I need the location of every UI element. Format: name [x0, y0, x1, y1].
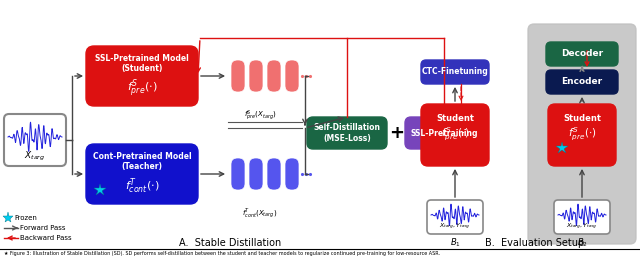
- FancyBboxPatch shape: [307, 117, 387, 149]
- Text: Decoder: Decoder: [561, 49, 603, 59]
- FancyBboxPatch shape: [427, 200, 483, 234]
- FancyBboxPatch shape: [249, 60, 263, 92]
- FancyBboxPatch shape: [546, 42, 618, 66]
- Text: (MSE-Loss): (MSE-Loss): [323, 133, 371, 143]
- FancyBboxPatch shape: [4, 114, 66, 166]
- FancyBboxPatch shape: [86, 46, 198, 106]
- FancyBboxPatch shape: [249, 158, 263, 190]
- Text: $X_{targ}$: $X_{targ}$: [24, 150, 45, 163]
- FancyBboxPatch shape: [267, 158, 281, 190]
- FancyBboxPatch shape: [267, 60, 281, 92]
- Text: $f^T_{cont}(X_{targ})$: $f^T_{cont}(X_{targ})$: [243, 206, 278, 220]
- Text: $X_{targ}, Y_{targ}$: $X_{targ}, Y_{targ}$: [566, 222, 598, 232]
- Text: $B_2$: $B_2$: [577, 237, 588, 249]
- FancyBboxPatch shape: [405, 117, 483, 149]
- FancyBboxPatch shape: [554, 200, 610, 234]
- FancyBboxPatch shape: [528, 24, 636, 244]
- FancyBboxPatch shape: [285, 158, 299, 190]
- Text: Frozen: Frozen: [14, 215, 37, 221]
- FancyBboxPatch shape: [86, 144, 198, 204]
- Text: (Teacher): (Teacher): [122, 162, 163, 171]
- Text: Student: Student: [563, 114, 601, 123]
- Text: Forward Pass: Forward Pass: [20, 225, 65, 231]
- Text: $f^T_{cont}(\cdot)$: $f^T_{cont}(\cdot)$: [125, 176, 159, 196]
- Text: Self-Distillation: Self-Distillation: [314, 123, 381, 132]
- FancyBboxPatch shape: [421, 104, 489, 166]
- FancyBboxPatch shape: [548, 104, 616, 166]
- Text: (Student): (Student): [122, 64, 163, 73]
- FancyBboxPatch shape: [285, 60, 299, 92]
- Text: Encoder: Encoder: [561, 78, 603, 87]
- Text: Cont-Pretrained Model: Cont-Pretrained Model: [93, 152, 191, 161]
- Text: SSL-Pretraining: SSL-Pretraining: [410, 129, 477, 137]
- Text: Student: Student: [436, 114, 474, 123]
- Text: Backward Pass: Backward Pass: [20, 235, 72, 241]
- FancyBboxPatch shape: [231, 158, 245, 190]
- Text: $f^S_{pre}(X_{targ})$: $f^S_{pre}(X_{targ})$: [244, 108, 276, 123]
- FancyBboxPatch shape: [421, 60, 489, 84]
- Text: $B_1$: $B_1$: [449, 237, 460, 249]
- Text: CTC-Finetuning: CTC-Finetuning: [422, 68, 488, 77]
- Text: +: +: [390, 124, 404, 142]
- Text: ★ Figure 3: Illustration of Stable Distillation (SD). SD performs self-distillat: ★ Figure 3: Illustration of Stable Disti…: [4, 251, 440, 256]
- Text: $f^S_{pre}(\cdot)$: $f^S_{pre}(\cdot)$: [127, 78, 157, 100]
- FancyBboxPatch shape: [546, 70, 618, 94]
- Text: $f^S_{pre}(\cdot)$: $f^S_{pre}(\cdot)$: [568, 126, 596, 143]
- Text: SSL-Pretrained Model: SSL-Pretrained Model: [95, 54, 189, 63]
- Text: B.  Evaluation Setup: B. Evaluation Setup: [485, 238, 584, 248]
- Text: $X_{targ}, Y_{targ}$: $X_{targ}, Y_{targ}$: [439, 222, 471, 232]
- Text: A.  Stable Distillation: A. Stable Distillation: [179, 238, 281, 248]
- FancyBboxPatch shape: [231, 60, 245, 92]
- Text: $f^S_{pre}(\cdot)$: $f^S_{pre}(\cdot)$: [441, 126, 469, 143]
